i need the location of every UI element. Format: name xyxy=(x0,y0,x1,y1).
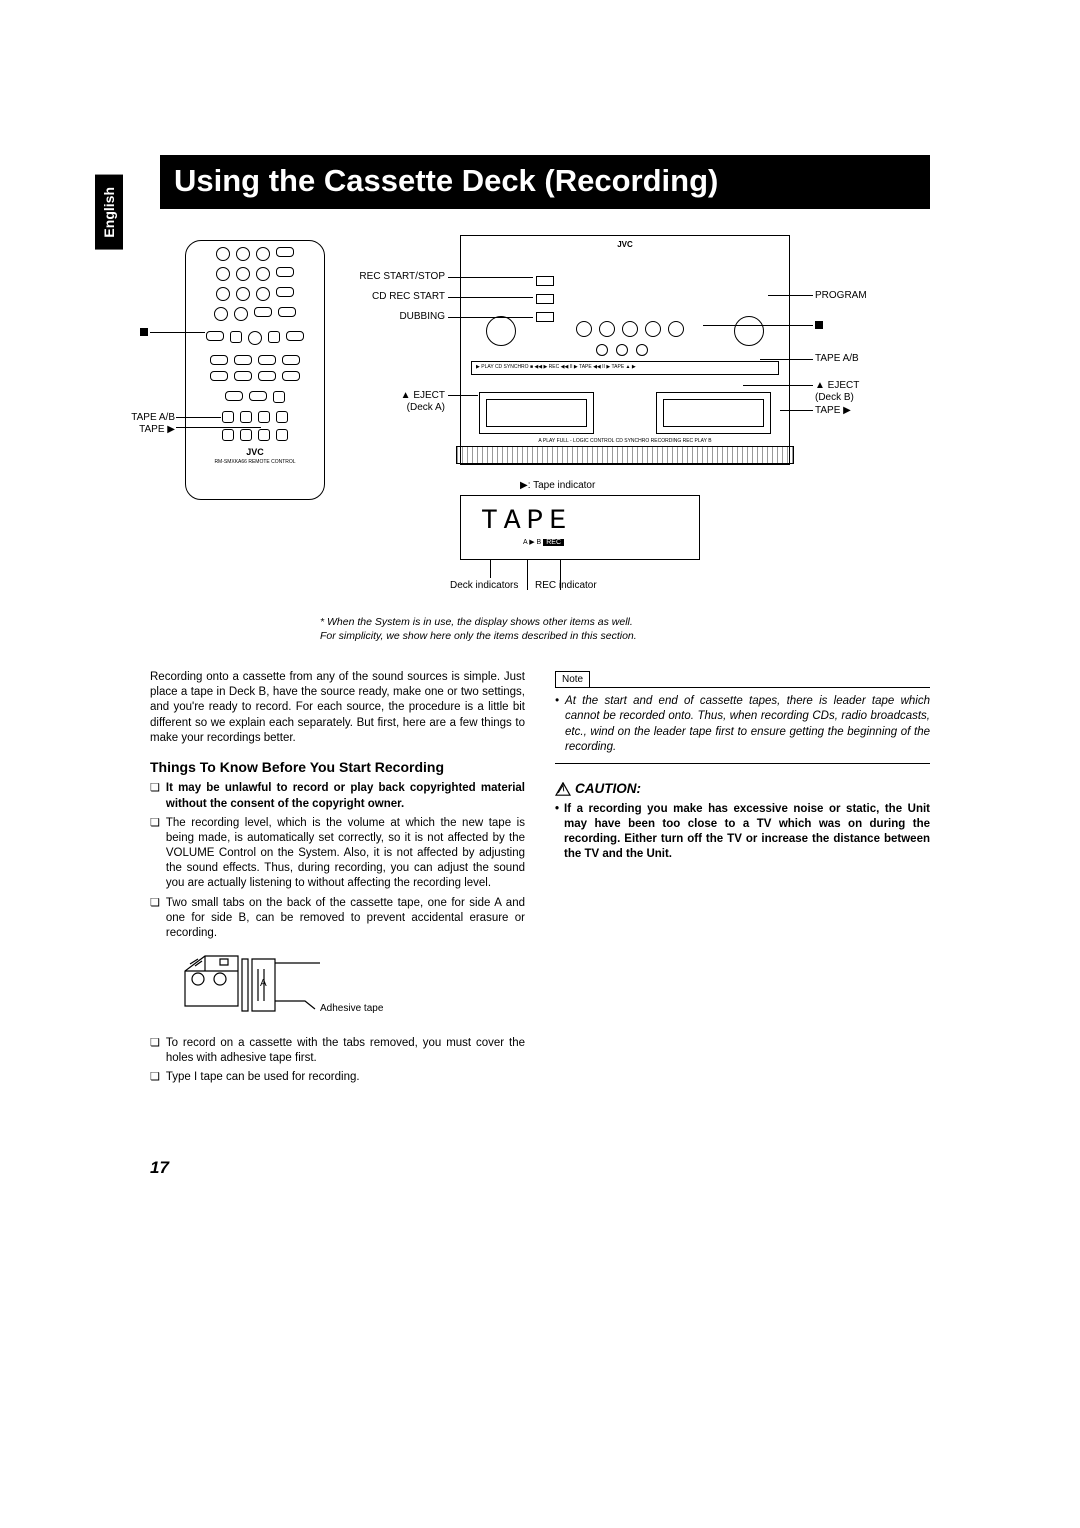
display-tape-text: TAPE xyxy=(481,506,572,537)
svg-text:A: A xyxy=(260,978,267,989)
square-bullet-icon: ❏ xyxy=(150,1070,160,1085)
label-cd-rec-start: CD REC START xyxy=(350,291,445,303)
caution-body: • If a recording you make has excessive … xyxy=(555,802,930,863)
callout-line xyxy=(150,332,205,333)
tape-indicator-label: ▶: Tape indicator xyxy=(520,480,595,492)
display-panel: TAPE A ▶ BREC xyxy=(460,495,700,560)
divider xyxy=(555,763,930,764)
square-bullet-icon: ❏ xyxy=(150,1036,160,1066)
remote-brand: JVC xyxy=(186,447,324,457)
list-item: ❏ Two small tabs on the back of the cass… xyxy=(150,896,525,942)
stop-icon xyxy=(140,328,148,336)
square-bullet-icon: ❏ xyxy=(150,781,160,811)
display-indicators: A ▶ BREC xyxy=(523,538,564,546)
label-eject-deck-b: ▲ EJECT (Deck B) xyxy=(815,380,859,404)
label-rec-start-stop: REC START/STOP xyxy=(350,271,445,283)
left-column: Recording onto a cassette from any of th… xyxy=(150,670,525,1090)
note-box: Note xyxy=(555,670,930,688)
page-title: Using the Cassette Deck (Recording) xyxy=(160,155,930,209)
deck-label-strip: A PLAY FULL - LOGIC CONTROL CD SYNCHRO R… xyxy=(476,438,774,444)
label-dubbing: DUBBING xyxy=(350,311,445,323)
caution-icon xyxy=(555,782,571,796)
stop-icon xyxy=(815,321,823,329)
unit-brand: JVC xyxy=(461,240,789,249)
note-label: Note xyxy=(555,671,590,688)
remote-model: RM-SMXKA66 REMOTE CONTROL xyxy=(186,459,324,465)
square-bullet-icon: ❏ xyxy=(150,816,160,892)
list-item: ❏ The recording level, which is the volu… xyxy=(150,816,525,892)
label-tape-play-unit: TAPE ▶ xyxy=(815,405,851,417)
callout-line xyxy=(176,417,221,418)
caution-heading: CAUTION: xyxy=(555,780,930,798)
footnote: * When the System is in use, the display… xyxy=(320,615,840,643)
label-program: PROGRAM xyxy=(815,290,867,302)
deck-indicators-label: Deck indicators xyxy=(450,580,518,592)
label-tape-ab-unit: TAPE A/B xyxy=(815,353,859,365)
square-bullet-icon: ❏ xyxy=(150,896,160,942)
page-number: 17 xyxy=(150,1158,169,1178)
rec-indicator-label: REC indicator xyxy=(535,580,597,592)
main-unit-diagram: JVC ▶ PLAY CD SYNCHRO ■ ◀◀ ▶ REC ◀◀ II ▶… xyxy=(460,235,790,465)
callout-line xyxy=(176,427,261,428)
list-item: ❏ Type I tape can be used for recording. xyxy=(150,1070,525,1085)
label-tape-ab-remote: TAPE A/B TAPE ▶ xyxy=(120,412,175,436)
body-columns: Recording onto a cassette from any of th… xyxy=(150,670,930,1090)
list-item: ❏ To record on a cassette with the tabs … xyxy=(150,1036,525,1066)
cassette-figure: A Adhesive tape xyxy=(180,951,390,1026)
intro-paragraph: Recording onto a cassette from any of th… xyxy=(150,670,525,746)
diagram-area: JVC RM-SMXKA66 REMOTE CONTROL TAPE A/B T… xyxy=(120,235,930,635)
right-column: Note • At the start and end of cassette … xyxy=(555,670,930,1090)
note-body: • At the start and end of cassette tapes… xyxy=(555,694,930,755)
list-item: ❏ It may be unlawful to record or play b… xyxy=(150,781,525,811)
section-heading: Things To Know Before You Start Recordin… xyxy=(150,758,525,776)
language-tab: English xyxy=(95,175,123,250)
adhesive-tape-label: Adhesive tape xyxy=(320,1003,383,1015)
label-eject-deck-a: ▲ EJECT (Deck A) xyxy=(380,390,445,414)
remote-control-diagram: JVC RM-SMXKA66 REMOTE CONTROL xyxy=(185,240,325,500)
